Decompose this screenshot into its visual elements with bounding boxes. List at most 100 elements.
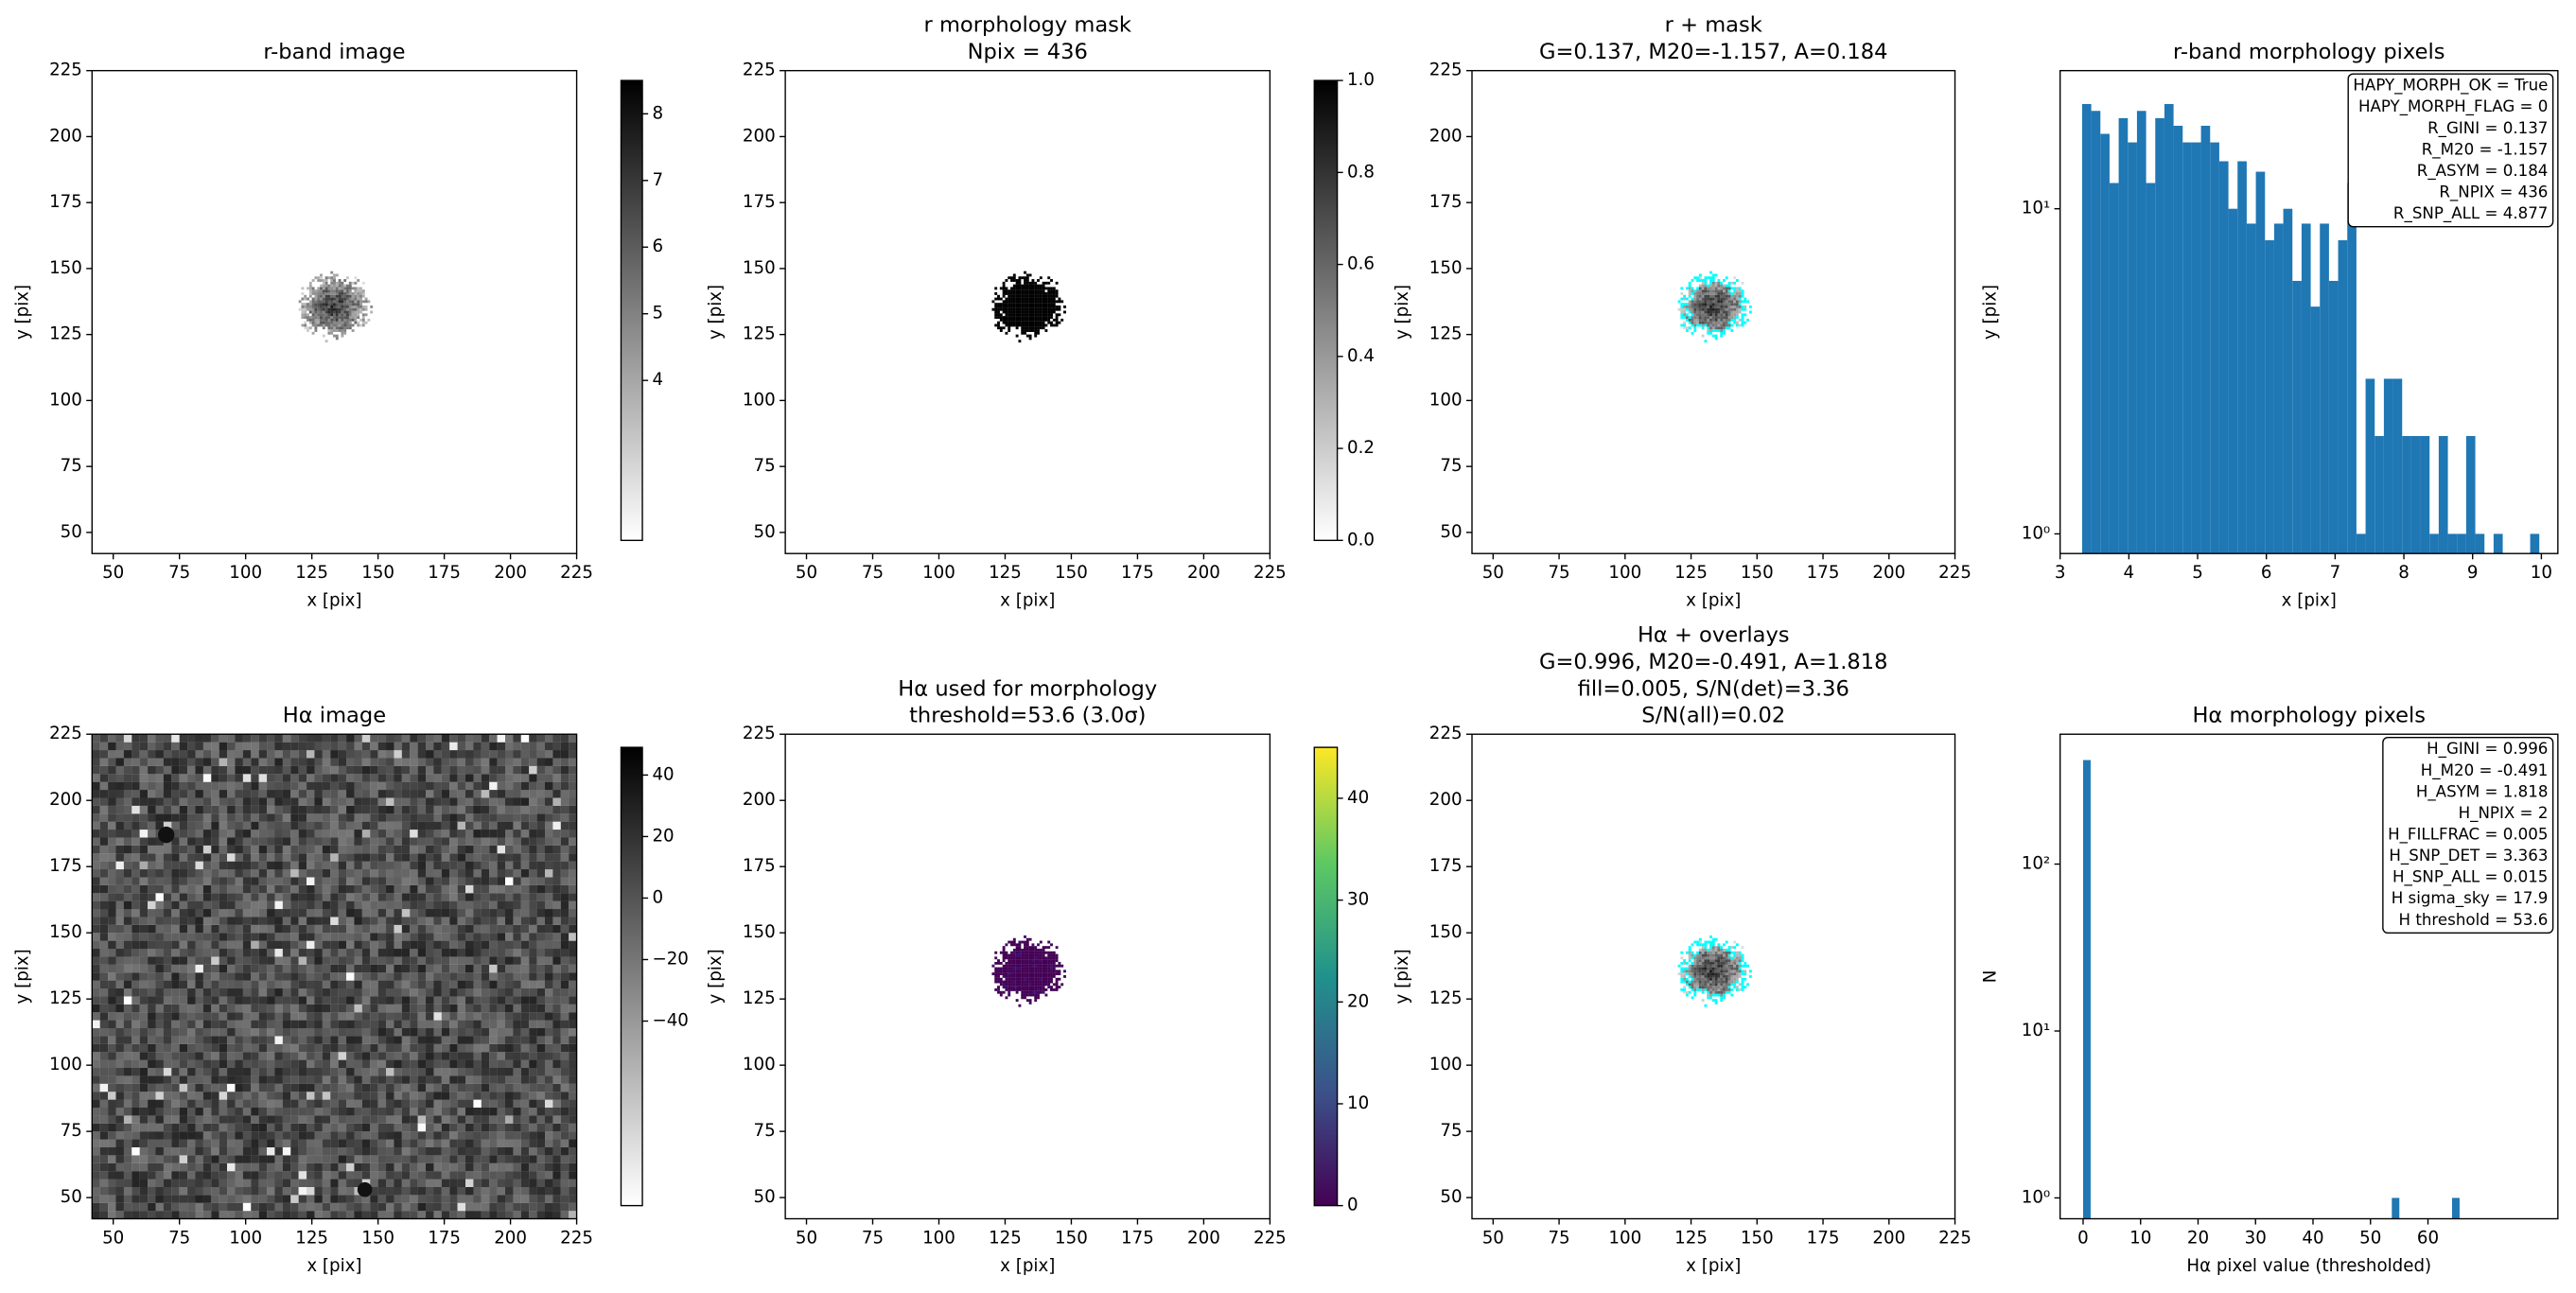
noise-pixel [322,956,331,965]
noise-pixel [92,1131,100,1140]
noise-pixel [346,1059,355,1069]
noise-pixel [520,1004,530,1013]
noise-pixel [155,797,164,806]
noise-pixel [346,1115,355,1124]
source-pixel [311,307,315,311]
noise-pixel [465,805,474,814]
noise-pixel [465,1186,474,1196]
noise-pixel [163,1115,172,1124]
noise-pixel [235,845,243,854]
source-pixel [1002,326,1006,330]
source-pixel [1714,294,1718,298]
noise-pixel [267,1123,275,1132]
noise-pixel [202,1115,212,1124]
noise-pixel [258,861,268,870]
noise-pixel [449,821,458,830]
source-pixel [322,334,325,338]
source-pixel [1704,297,1708,301]
noise-pixel [179,1043,188,1053]
noise-pixel [227,1099,236,1109]
noise-pixel [520,996,530,1005]
noise-pixel [314,774,323,782]
source-pixel [1044,310,1048,314]
source-pixel [1707,313,1710,317]
source-pixel [327,316,331,320]
noise-pixel [298,1186,307,1196]
y-tick-label: 125 [743,324,776,344]
noise-pixel [401,1075,411,1084]
source-pixel [1015,300,1019,304]
source-pixel [999,307,1003,311]
source-pixel [1050,294,1053,298]
noise-pixel [536,948,546,957]
noise-pixel [139,1092,149,1100]
noise-pixel [377,1036,387,1044]
noise-pixel [267,980,275,989]
noise-pixel [92,1099,100,1109]
noise-pixel [235,900,243,910]
noise-pixel [441,917,450,925]
noise-pixel [131,1020,140,1029]
noise-pixel [307,1162,315,1172]
noise-pixel [211,774,219,782]
noise-pixel [163,1171,172,1179]
noise-pixel [314,813,323,822]
source-pixel [343,287,347,290]
source-pixel [1058,297,1061,301]
x-axis-label: x [pix] [2282,591,2337,611]
source-pixel [1744,321,1747,324]
source-pixel [1012,292,1016,295]
noise-pixel [394,805,402,814]
source-pixel [364,300,368,304]
noise-pixel [92,813,100,822]
noise-pixel [219,1027,228,1037]
source-pixel [1693,300,1697,304]
noise-pixel [433,1123,442,1132]
noise-pixel [457,868,466,878]
noise-pixel [179,845,188,854]
source-pixel [1691,292,1694,295]
noise-pixel [179,1083,188,1092]
noise-pixel [386,1171,394,1179]
source-pixel [1704,303,1708,306]
noise-pixel [108,821,116,830]
noise-pixel [520,956,530,965]
noise-pixel [123,924,132,934]
colorbar-tick-label: 4 [652,370,663,390]
noise-pixel [131,790,140,798]
noise-pixel [211,884,219,894]
panel-title: G=0.137, M20=-1.157, A=0.184 [1539,40,1887,64]
noise-pixel [370,1083,378,1092]
source-pixel [1691,331,1694,335]
source-pixel [320,310,323,314]
noise-pixel [489,940,498,950]
noise-pixel [322,1012,331,1021]
noise-pixel [441,900,450,910]
noise-pixel [139,813,149,822]
noise-pixel [258,758,268,766]
noise-pixel [377,1131,387,1140]
noise-pixel [307,933,315,941]
source-pixel [1025,318,1029,322]
noise-pixel [426,837,434,846]
noise-pixel [489,845,498,854]
source-pixel [346,321,349,324]
noise-pixel [227,813,236,822]
noise-pixel [377,972,387,981]
noise-pixel [504,884,514,894]
source-pixel [1709,307,1712,311]
noise-pixel [465,821,474,830]
noise-pixel [242,924,252,934]
noise-pixel [457,1171,466,1179]
source-pixel [999,297,1003,301]
source-pixel [317,310,321,314]
noise-pixel [307,884,315,894]
noise-pixel [211,987,219,997]
noise-pixel [242,1195,252,1203]
noise-pixel [544,1115,553,1124]
noise-pixel [148,790,156,798]
noise-pixel [211,1004,219,1013]
source-pixel [1037,329,1040,332]
noise-pixel [449,1083,458,1092]
